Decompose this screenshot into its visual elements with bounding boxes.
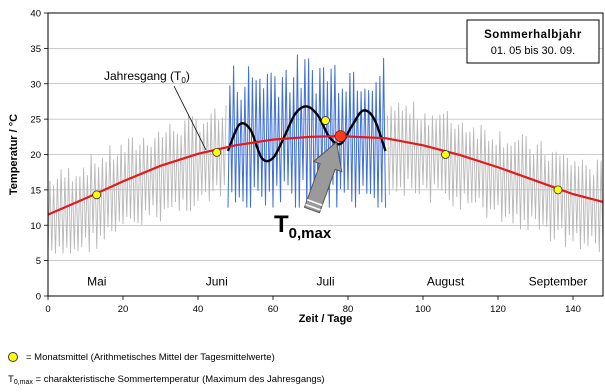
y-tick-label: 5	[36, 256, 41, 267]
max-point	[334, 130, 347, 143]
month-label: August	[427, 274, 465, 288]
tmax-label-sub: 0,max	[289, 225, 332, 242]
x-tick-label: 60	[268, 304, 279, 315]
temperature-chart: T0,max Jahresgang (T0) Sommerhalbjahr 01. 0…	[8, 9, 604, 325]
annual-label-pointer	[173, 85, 207, 151]
month-label: September	[529, 274, 588, 288]
tmax-label: T0,max	[274, 211, 332, 242]
legend-monthly-mean-text: = Monatsmittel (Arithmetisches Mittel de…	[26, 352, 275, 363]
legend-monthly-mean: = Monatsmittel (Arithmetisches Mittel de…	[8, 352, 275, 363]
monthly-mean-point	[553, 185, 563, 195]
monthly-mean-point	[212, 147, 222, 157]
y-tick-label: 10	[30, 221, 41, 232]
y-tick-label: 35	[30, 44, 41, 55]
y-tick-label: 20	[30, 150, 41, 161]
legend-tmax-text: = charakteristische Sommertemperatur (Ma…	[35, 374, 325, 385]
month-label: Juli	[316, 274, 334, 288]
x-tick-label: 20	[118, 304, 129, 315]
annual-curve	[47, 135, 604, 216]
gray-daily-series	[47, 105, 227, 254]
arrow-stripe	[306, 199, 323, 206]
y-tick-label: 25	[30, 115, 41, 126]
legend-tmax: T0,max = charakteristische Sommertempera…	[8, 374, 325, 386]
legend-tmax-sub: 0,max	[13, 379, 33, 386]
y-axis-label: Temperatur / °C	[8, 114, 20, 195]
y-tick-label: 40	[30, 9, 41, 20]
monthly-mean-marker-icon	[8, 352, 18, 363]
monthly-mean-point	[321, 116, 330, 125]
month-label: Juni	[206, 274, 228, 288]
max-arrow	[303, 141, 343, 214]
annual-curve-label-end: )	[186, 69, 190, 83]
x-tick-label: 40	[193, 304, 204, 315]
info-box-title: Sommerhalbjahr	[484, 29, 582, 41]
monthly-mean-point	[441, 150, 450, 159]
annual-curve-label-sub: 0	[181, 76, 186, 85]
x-tick-label: 140	[565, 304, 581, 315]
x-tick-label: 100	[415, 304, 431, 315]
y-tick-label: 0	[36, 292, 41, 303]
y-tick-label: 15	[30, 185, 41, 196]
info-box	[466, 19, 600, 64]
x-tick-label: 120	[490, 304, 506, 315]
x-tick-label: 80	[343, 304, 354, 315]
info-box-range: 01. 05 bis 30. 09.	[491, 45, 575, 57]
monthly-mean-point	[92, 190, 102, 200]
arrow-stripe	[305, 203, 321, 211]
legend-tmax-symbol: T	[8, 374, 14, 385]
x-tick-label: 0	[45, 304, 50, 315]
gray-daily-series	[386, 101, 604, 253]
x-axis-label: Zeit / Tage	[299, 313, 353, 325]
month-label: Mai	[87, 274, 106, 288]
annual-curve-label: Jahresgang (T0)	[104, 69, 190, 85]
y-tick-label: 30	[30, 79, 41, 90]
smooth-curve	[226, 105, 387, 163]
